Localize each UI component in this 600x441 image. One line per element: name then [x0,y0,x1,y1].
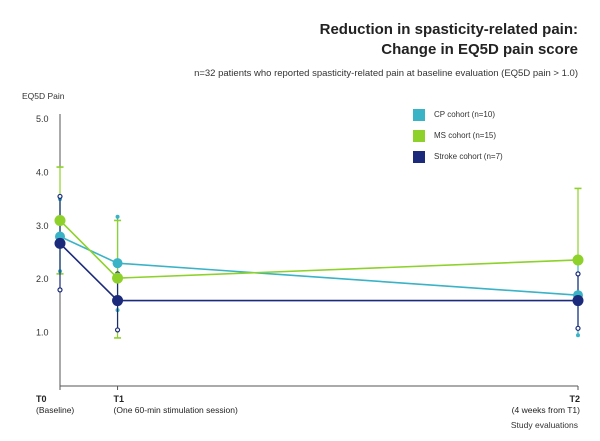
legend-swatch-cp [413,108,425,121]
legend-swatch-ms [413,129,425,142]
legend-label-ms: MS cohort (n=15) [434,131,497,140]
chart-title: Reduction in spasticity-related pain: Ch… [320,20,578,60]
data-point-ms [572,254,584,266]
error-cap-stroke [114,327,121,333]
error-cap-stroke [57,287,63,293]
data-point-stroke [54,237,66,249]
legend: CP cohort (n=10) MS cohort (n=15) Stroke… [413,107,503,170]
y-tick-label: 4.0 [36,167,49,177]
series-line-ms [59,219,579,279]
x-tick-label: T1 [114,394,125,404]
legend-item-cp: CP cohort (n=10) [413,107,503,122]
series-line-cp [59,235,579,297]
chart-title-line-1: Reduction in spasticity-related pain: [319,21,578,38]
y-tick-label: 1.0 [36,328,49,338]
legend-item-ms: MS cohort (n=15) [413,128,503,143]
chart-title-line-2: Change in EQ5D pain score [381,41,578,58]
y-tick-label: 3.0 [36,221,49,231]
data-point-stroke [572,295,584,307]
x-tick-label: T0 [36,394,47,404]
y-tick-label: 5.0 [36,114,49,124]
error-cap-stroke [57,193,63,200]
chart-subtitle: n=32 patients who reported spasticity-re… [194,68,578,79]
data-point-stroke [112,295,124,307]
legend-swatch-stroke [413,150,425,163]
error-cap-stroke [575,271,581,277]
y-tick-label: 2.0 [36,274,49,284]
x-tick-sublabel: (4 weeks from T1) [512,405,581,415]
x-tick-label: T2 [569,394,580,404]
data-point-ms [54,214,66,226]
error-cap-cp [115,214,120,219]
series-line-stroke [59,242,578,302]
legend-item-stroke: Stroke cohort (n=7) [413,149,503,164]
error-cap-cp [576,333,580,338]
x-tick-sublabel: (Baseline) [36,405,74,415]
x-tick-sublabel: (One 60-min stimulation session) [114,405,238,415]
x-axis-label: Study evaluations [510,420,578,430]
legend-label-cp: CP cohort (n=10) [434,110,495,119]
y-axis-label: EQ5D Pain [22,91,65,101]
legend-label-stroke: Stroke cohort (n=7) [434,152,503,161]
data-point-ms [112,272,124,284]
error-cap-stroke [575,325,581,331]
data-point-cp [112,258,123,269]
